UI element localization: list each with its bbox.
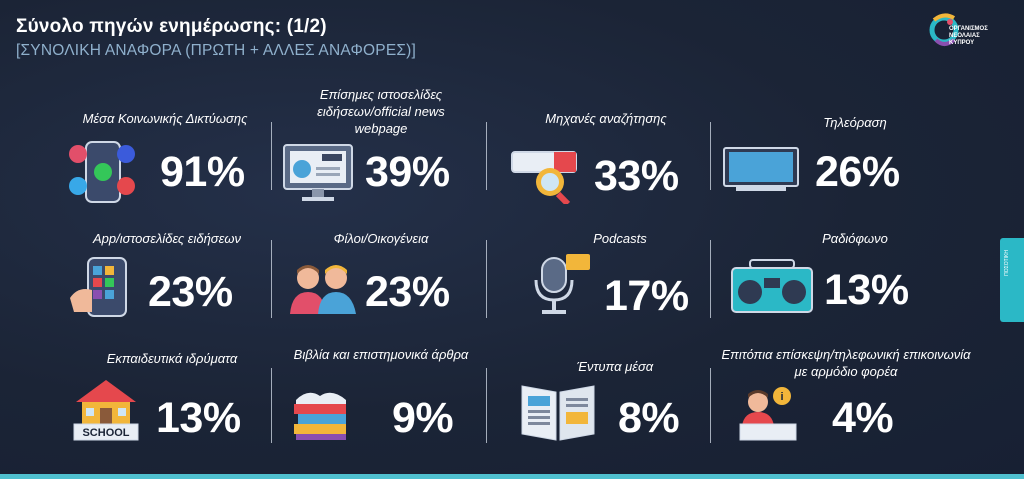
smartphone-app-icon xyxy=(70,257,127,317)
source-value: 17% xyxy=(604,272,689,320)
svg-text:i: i xyxy=(780,391,783,403)
column-divider xyxy=(710,368,711,443)
column-divider xyxy=(710,240,711,318)
television-icon xyxy=(723,147,799,191)
source-value: 4% xyxy=(832,394,894,442)
side-tab[interactable]: ΠΟΣΟΤΙΚΗ xyxy=(1000,238,1024,322)
source-label: Βιβλία και επιστημονικά άρθρα xyxy=(293,347,469,362)
logo-text: ΟΡΓΑΝΙΣΜΟΣ ΝΕΟΛΑΙΑΣ ΚΥΠΡΟΥ xyxy=(949,26,988,46)
source-value: 26% xyxy=(815,148,900,196)
column-divider xyxy=(486,240,487,318)
source-label: App/ιστοσελίδες ειδήσεων xyxy=(93,231,241,246)
source-value: 9% xyxy=(392,394,454,442)
source-value: 23% xyxy=(148,268,233,316)
column-divider xyxy=(271,122,272,190)
source-label: Επιτόπια επίσκεψη/τηλεφωνική επικοινωνία… xyxy=(721,347,971,379)
news-monitor-icon xyxy=(283,144,353,201)
friends-family-icon xyxy=(290,265,356,314)
search-engine-icon xyxy=(511,151,577,204)
source-label: Μηχανές αναζήτησης xyxy=(545,111,667,126)
school-sign-text: SCHOOL xyxy=(82,427,129,439)
radio-icon xyxy=(731,259,813,313)
column-divider xyxy=(486,122,487,190)
source-label: Έντυπα μέσα xyxy=(576,359,654,374)
info-desk-icon: i xyxy=(739,387,797,441)
bottom-accent-bar xyxy=(0,474,1024,479)
source-label: Μέσα Κοινωνικής Δικτύωσης xyxy=(82,111,248,126)
page-title: Σύνολο πηγών ενημέρωσης: (1/2) xyxy=(16,16,327,37)
column-divider xyxy=(486,368,487,443)
source-value: 91% xyxy=(160,148,245,196)
source-label: Τηλεόραση xyxy=(823,115,887,130)
organization-logo xyxy=(929,13,959,46)
source-label: Φίλοι/Οικογένεια xyxy=(333,231,429,246)
newspaper-icon xyxy=(521,385,595,441)
page-subtitle: [ΣΥΝΟΛΙΚΗ ΑΝΑΦΟΡΑ (ΠΡΩΤΗ + ΑΛΛΕΣ ΑΝΑΦΟΡΕ… xyxy=(16,42,417,59)
podcast-microphone-icon xyxy=(534,254,590,314)
source-value: 13% xyxy=(156,394,241,442)
column-divider xyxy=(271,368,272,443)
source-value: 23% xyxy=(365,268,450,316)
social-media-icon xyxy=(69,141,135,203)
side-tab-label: ΠΟΣΟΤΙΚΗ xyxy=(1004,250,1010,276)
source-value: 33% xyxy=(594,152,679,200)
books-icon xyxy=(294,392,346,440)
source-label: Ραδιόφωνο xyxy=(822,231,888,246)
source-value: 39% xyxy=(365,148,450,196)
source-label: Επίσημες ιστοσελίδες ειδήσεων/official n… xyxy=(317,87,445,136)
source-label: Podcasts xyxy=(593,231,647,246)
column-divider xyxy=(271,240,272,318)
source-label: Εκπαιδευτικά ιδρύματα xyxy=(106,351,238,366)
source-value: 13% xyxy=(824,266,909,314)
source-value: 8% xyxy=(618,394,680,442)
column-divider xyxy=(710,122,711,190)
school-icon: SCHOOL xyxy=(73,380,139,441)
